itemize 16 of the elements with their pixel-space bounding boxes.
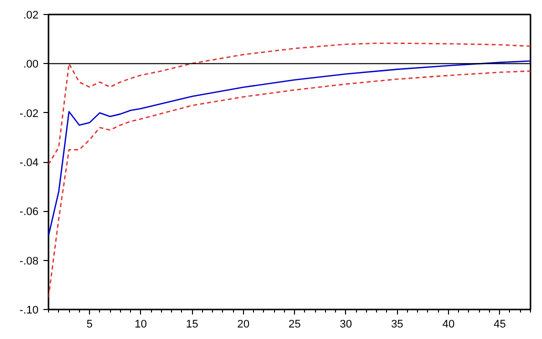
x-tick-label: 25: [288, 318, 301, 330]
y-tick-label: -.08: [20, 255, 39, 268]
y-tick-label: .00: [23, 58, 39, 71]
x-tick-label: 35: [391, 318, 404, 330]
y-tick-label: -.04: [20, 157, 39, 169]
x-tick-label: 5: [86, 318, 93, 330]
y-tick-label: -.06: [20, 206, 39, 218]
x-tick-label: 20: [237, 318, 250, 330]
x-tick-label: 45: [494, 318, 506, 330]
x-tick-label: 10: [134, 318, 147, 330]
x-tick-label: 30: [340, 318, 352, 330]
y-tick-label: -.10: [20, 304, 39, 316]
x-tick-label: 15: [186, 318, 198, 330]
y-tick-label: -.02: [20, 108, 39, 120]
x-tick-label: 40: [442, 318, 455, 330]
y-tick-label: .02: [23, 10, 39, 22]
